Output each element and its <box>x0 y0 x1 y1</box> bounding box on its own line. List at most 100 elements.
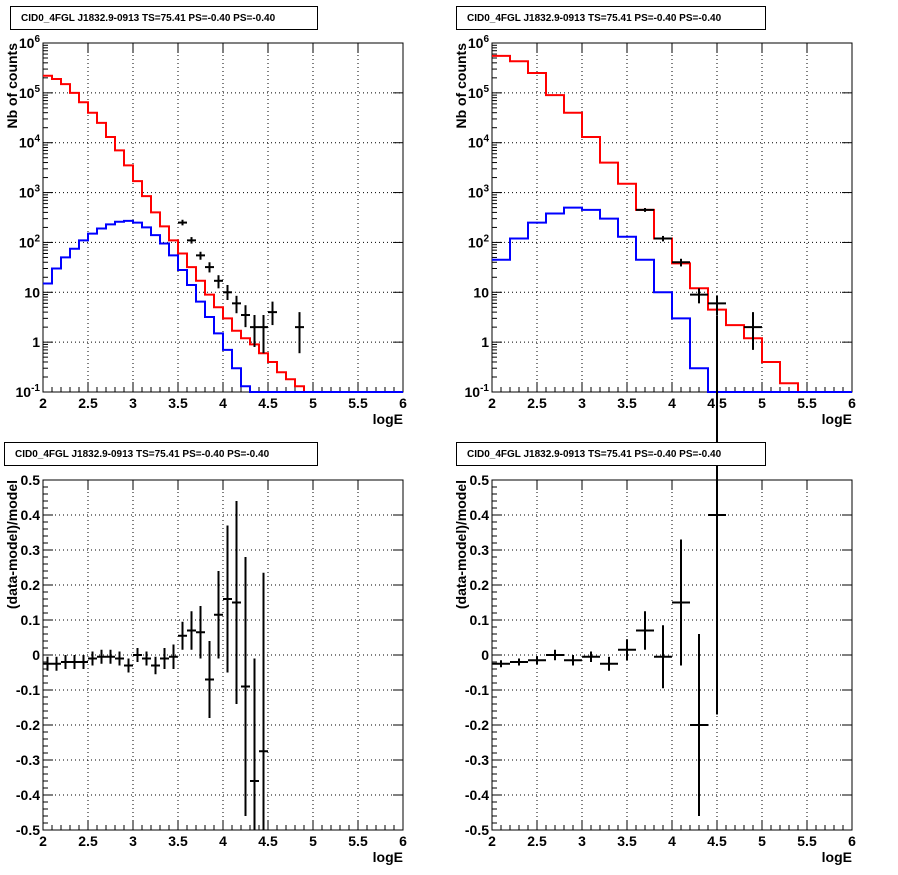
pad-residuals-fine: 2 2.5 3 3.5 4 4.5 5 5.5 6 -0.5 -0.4 -0.3 -0.2 -0.1 0 0.… <box>0 437 449 875</box>
x-tick-label: 6 <box>848 395 856 411</box>
series-histogram <box>43 74 403 393</box>
data-point <box>268 301 277 326</box>
x-tick-label: 4.5 <box>707 833 727 849</box>
data-point <box>690 634 708 816</box>
y-tick-label: 0.2 <box>21 577 41 593</box>
data-point <box>250 658 259 830</box>
x-tick-label: 2.5 <box>78 833 98 849</box>
x-tick-label: 6 <box>399 395 407 411</box>
y-tick-label: 1 <box>481 334 489 350</box>
x-tick-label: 3 <box>578 395 586 411</box>
plot-area <box>492 315 726 816</box>
y-tick-label: 0.3 <box>470 542 490 558</box>
x-tick-label: 6 <box>848 833 856 849</box>
x-tick-label: 4 <box>668 833 676 849</box>
y-tick-label: 103 <box>19 184 41 201</box>
x-tick-label: 4.5 <box>258 395 278 411</box>
axes: 2 2.5 3 3.5 4 4.5 5 5.5 6 -0.5 -0.4 -0.3 -0.2 -0.1 0 0.… <box>453 472 856 865</box>
x-tick-label: 2 <box>488 395 496 411</box>
data-point <box>88 651 97 666</box>
data-point <box>106 649 115 664</box>
data-point <box>672 258 690 267</box>
data-point <box>564 655 582 666</box>
data-point <box>708 295 726 316</box>
x-tick-label: 4 <box>219 395 227 411</box>
pad-residuals-coarse: 2 2.5 3 3.5 4 4.5 5 5.5 6 -0.5 -0.4 -0.3 -0.2 -0.1 0 0.… <box>449 315 898 875</box>
data-point <box>187 611 196 650</box>
data-point <box>232 501 241 704</box>
y-tick-label: 102 <box>468 233 490 250</box>
y-tick-label: 104 <box>468 134 490 151</box>
plot-frame <box>491 42 853 393</box>
x-tick-label: 5 <box>758 395 766 411</box>
data-point <box>133 648 142 662</box>
y-tick-label: 103 <box>468 184 490 201</box>
y-tick-label: 0.5 <box>470 472 490 488</box>
x-axis-label: logE <box>822 849 852 865</box>
data-point <box>618 639 636 661</box>
x-axis-label: logE <box>373 849 403 865</box>
x-tick-label: 3 <box>578 833 586 849</box>
data-point <box>636 208 654 212</box>
x-tick-label: 2.5 <box>527 833 547 849</box>
plot-area <box>492 54 852 393</box>
chart-title: CID0_4FGL J1832.9-0913 TS=75.41 PS=-0.40… <box>4 442 318 466</box>
x-tick-label: 5 <box>758 833 766 849</box>
y-tick-label: 0 <box>481 647 489 663</box>
y-tick-label: 105 <box>19 84 41 101</box>
y-tick-label: -0.3 <box>465 752 489 768</box>
x-tick-label: 3.5 <box>617 395 637 411</box>
x-tick-label: 5 <box>309 395 317 411</box>
x-tick-label: 6 <box>399 833 407 849</box>
data-point <box>196 606 205 659</box>
data-point <box>528 656 546 665</box>
chart-residuals-fine: 2 2.5 3 3.5 4 4.5 5 5.5 6 -0.5 -0.4 -0.3 -0.2 -0.1 0 0.… <box>4 472 407 865</box>
data-point <box>214 275 223 289</box>
chart-title: CID0_4FGL J1832.9-0913 TS=75.41 PS=-0.40… <box>456 6 766 30</box>
data-point <box>295 312 304 354</box>
x-axis-label: logE <box>373 411 403 427</box>
x-axis-label: logE <box>822 411 852 427</box>
data-point <box>259 315 268 354</box>
chart-title: CID0_4FGL J1832.9-0913 TS=75.41 PS=-0.40… <box>456 442 766 466</box>
data-point <box>61 655 70 669</box>
y-tick-label: 106 <box>468 34 490 51</box>
data-point <box>259 572 268 830</box>
y-tick-label: -0.5 <box>16 822 40 838</box>
y-tick-label: 1 <box>32 334 40 350</box>
y-tick-label: 0.1 <box>21 612 41 628</box>
pad-spectrum-coarse: 22.533.544.555.5610-1110102103104105106l… <box>449 0 898 437</box>
data-point <box>250 315 259 347</box>
y-tick-label: 105 <box>468 84 490 101</box>
data-point <box>241 305 250 328</box>
data-point <box>654 625 672 689</box>
x-tick-label: 3.5 <box>168 833 188 849</box>
x-tick-label: 3 <box>129 395 137 411</box>
y-tick-label: 0.4 <box>21 507 41 523</box>
data-point <box>241 557 250 816</box>
y-tick-label: 10 <box>24 284 40 300</box>
axes: 2 2.5 3 3.5 4 4.5 5 5.5 6 -0.5 -0.4 -0.3 -0.2 -0.1 0 0.… <box>4 472 407 865</box>
y-tick-label: 106 <box>19 34 41 51</box>
chart-residuals-coarse: 2 2.5 3 3.5 4 4.5 5 5.5 6 -0.5 -0.4 -0.3 -0.2 -0.1 0 0.… <box>453 315 856 865</box>
plot-frame <box>42 42 404 393</box>
x-tick-label: 2.5 <box>78 395 98 411</box>
plot-frame <box>491 479 853 831</box>
plot-area <box>43 501 268 830</box>
data-point <box>600 656 618 671</box>
data-point <box>510 658 528 666</box>
y-tick-label: 10 <box>473 284 489 300</box>
y-tick-label: 0.3 <box>21 542 41 558</box>
x-tick-label: 4 <box>668 395 676 411</box>
x-tick-label: 3.5 <box>168 395 188 411</box>
x-tick-label: 3.5 <box>617 833 637 849</box>
y-tick-label: 0 <box>32 647 40 663</box>
y-axis-label: Nb of counts <box>4 43 20 129</box>
data-point <box>178 621 187 650</box>
data-point <box>124 658 133 673</box>
data-point <box>196 251 205 260</box>
chart-title: CID0_4FGL J1832.9-0913 TS=75.41 PS=-0.40… <box>10 6 318 30</box>
x-tick-label: 5.5 <box>348 833 368 849</box>
y-axis-label: (data-model)/model <box>4 480 20 609</box>
x-tick-label: 5.5 <box>348 395 368 411</box>
